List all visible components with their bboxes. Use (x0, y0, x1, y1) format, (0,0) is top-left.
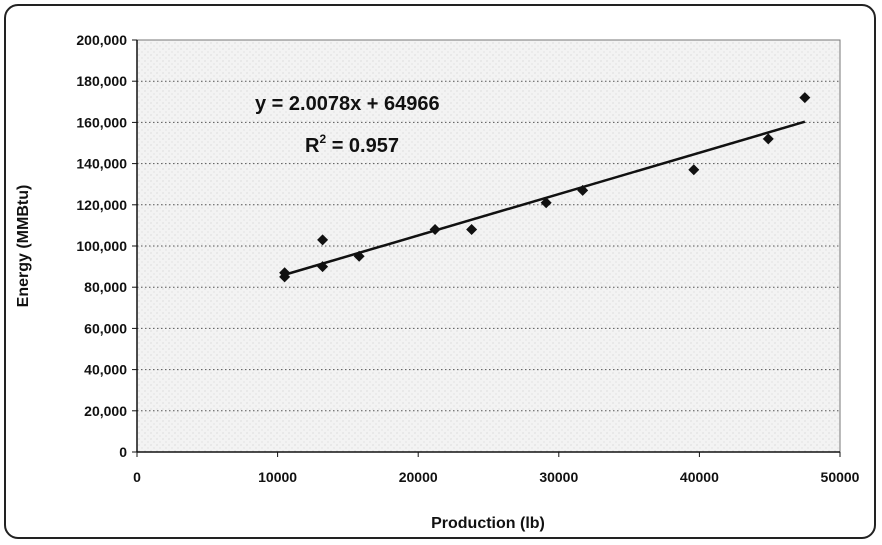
y-axis-title: Energy (MMBtu) (15, 185, 32, 308)
x-tick-label: 20000 (399, 469, 438, 485)
x-tick-labels: 0 10000 20000 30000 40000 50000 (133, 469, 860, 485)
y-tick-label: 140,000 (76, 156, 127, 172)
x-tick-label: 40000 (680, 469, 719, 485)
axes (132, 39, 841, 457)
y-tick-label: 200,000 (76, 32, 127, 48)
data-point (317, 234, 329, 246)
gridlines (137, 80, 840, 412)
data-point (466, 224, 478, 236)
y-tick-labels: 0 20,000 40,000 60,000 80,000 100,000 120,000 1… (76, 32, 127, 460)
y-tick-label: 100,000 (76, 238, 127, 254)
y-tick-label: 60,000 (84, 320, 127, 336)
y-tick-label: 0 (119, 444, 127, 460)
trendline-equation: y = 2.0078x + 64966 (255, 93, 440, 115)
data-points (279, 92, 811, 283)
y-tick-label: 80,000 (84, 279, 127, 295)
r-squared-exponent: 2 (319, 132, 326, 146)
x-axis-title: Production (lb) (431, 515, 545, 532)
trendline (284, 120, 806, 276)
y-tick-label: 180,000 (76, 73, 127, 89)
x-tick-label: 50000 (821, 469, 860, 485)
data-point (799, 92, 811, 104)
y-tick-label: 20,000 (84, 403, 127, 419)
data-point (688, 164, 700, 176)
r-squared-prefix: R (305, 135, 320, 157)
y-tick-label: 160,000 (76, 114, 127, 130)
data-point (577, 184, 589, 196)
data-point (429, 224, 441, 236)
data-point (762, 133, 774, 145)
y-tick-label: 40,000 (84, 362, 127, 378)
data-point (279, 267, 291, 279)
x-tick-label: 30000 (539, 469, 578, 485)
r-squared-label: R2 = 0.957 (305, 132, 399, 157)
x-tick-label: 0 (133, 469, 141, 485)
data-point (353, 250, 365, 262)
y-tick-label: 120,000 (76, 197, 127, 213)
data-point (317, 261, 329, 273)
x-tick-label: 10000 (258, 469, 297, 485)
data-point (540, 197, 552, 209)
r-squared-value: = 0.957 (326, 135, 399, 157)
